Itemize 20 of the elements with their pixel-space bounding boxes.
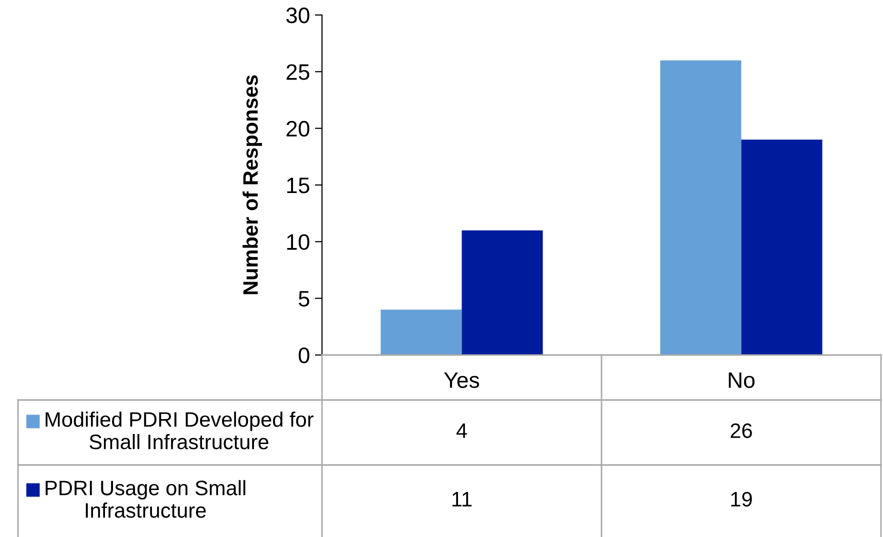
y-tick-label: 5: [298, 291, 310, 307]
data-label: 11: [452, 492, 472, 506]
data-label: 26: [730, 423, 752, 438]
y-tick-label: 15: [287, 178, 310, 194]
y-tick-label: 0: [298, 348, 310, 364]
y-tick-label: 30: [286, 8, 310, 24]
bar: [660, 60, 742, 355]
bar: [380, 310, 462, 355]
bar: [741, 140, 822, 355]
y-tick-label: 20: [286, 120, 310, 137]
x-tick-label: Yes: [444, 372, 480, 388]
y-axis-title: Number of Responses: [242, 75, 262, 294]
y-tick-label: 25: [286, 64, 310, 80]
legend-label: PDRI Usage on Small Infrastructure: [46, 480, 246, 518]
data-label: 4: [456, 424, 467, 438]
data-label: 19: [731, 492, 752, 507]
legend-label: Modified PDRI Developed for Small Infrastructure: [46, 412, 314, 450]
y-tick-label: 10: [287, 234, 310, 250]
bar: [462, 230, 543, 355]
x-tick-label: No: [728, 372, 755, 388]
